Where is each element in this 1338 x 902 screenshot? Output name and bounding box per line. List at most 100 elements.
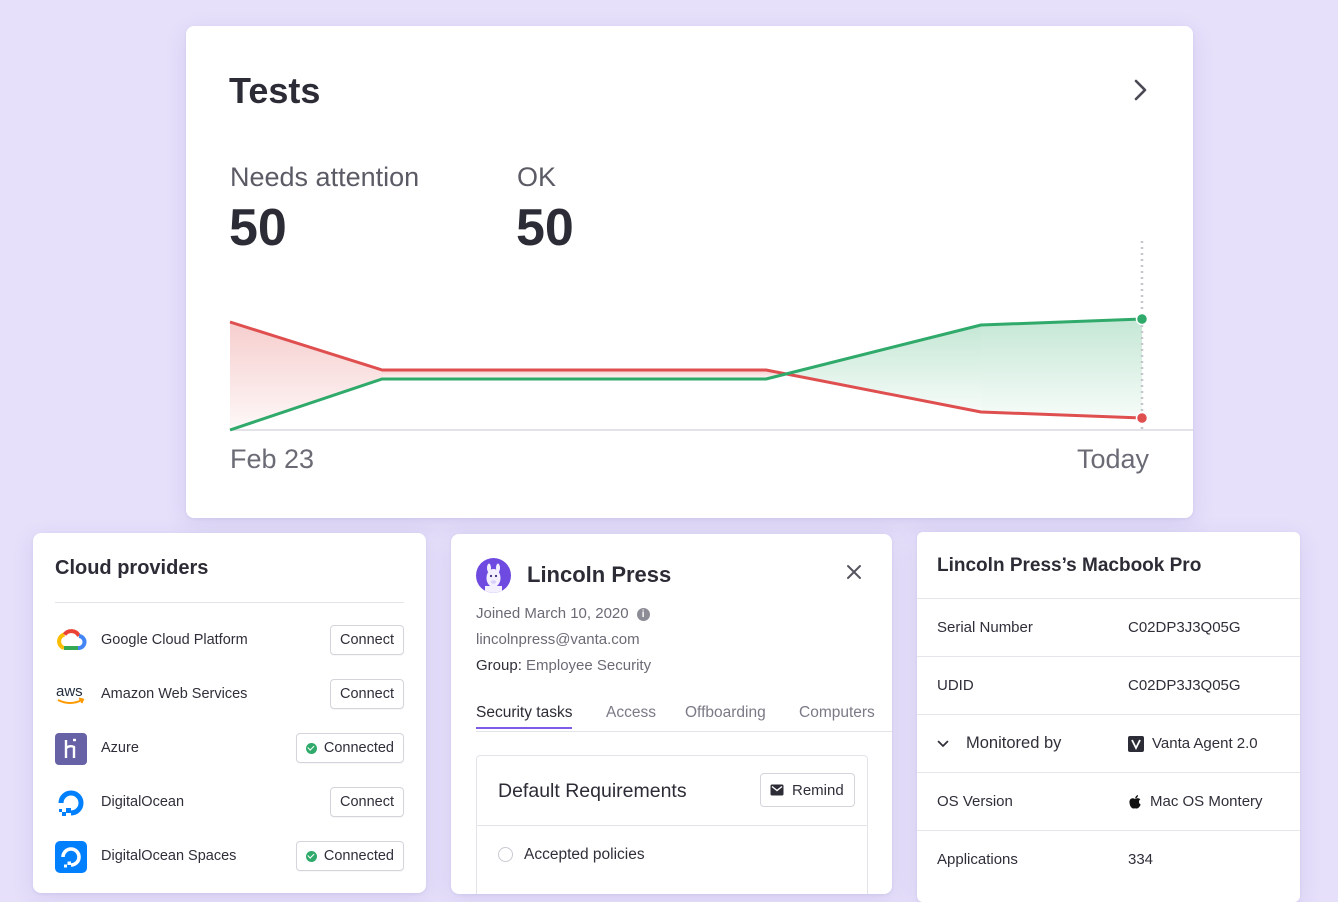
device-title: Lincoln Press’s Macbook Pro: [937, 555, 1202, 576]
close-icon[interactable]: [843, 561, 865, 583]
button-label: Connect: [339, 632, 394, 648]
connected-button-digitalocean-spaces[interactable]: Connected: [295, 841, 404, 871]
ok-value: 50: [516, 199, 574, 257]
provider-row-aws: aws Amazon Web Services Connect: [55, 677, 404, 713]
button-label: Connect: [339, 686, 394, 702]
series-line-ok: [229, 317, 1143, 432]
person-tabs: Security tasks Access Offboarding Comput…: [476, 704, 892, 732]
tests-card: Tests Needs attention 50 OK 50 Feb 23 To…: [186, 26, 1193, 518]
apple-icon: [1129, 794, 1141, 809]
provider-name: Azure: [101, 740, 139, 756]
tab-computers[interactable]: Computers: [799, 704, 875, 721]
device-row-monitored-by[interactable]: Monitored by Vanta Agent 2.0: [917, 714, 1300, 772]
digitalocean-spaces-icon: [55, 841, 87, 873]
udid-value: C02DP3J3Q05G: [1128, 677, 1241, 694]
row-value: Mac OS Montery: [1128, 793, 1263, 810]
chart-area-segment: [382, 370, 535, 379]
provider-name: DigitalOcean: [101, 794, 185, 810]
x-axis-end-label: Today: [1076, 444, 1149, 474]
button-label: Connected: [323, 740, 394, 756]
provider-row-azure: Azure Connected: [55, 731, 404, 767]
tab-offboarding[interactable]: Offboarding: [685, 704, 766, 721]
chart-area-segment: [230, 322, 382, 430]
joined-date-row: Joined March 10, 2020 i: [476, 605, 650, 622]
requirements-title: Default Requirements: [498, 780, 687, 802]
row-label: Applications: [937, 851, 1018, 868]
provider-row-digitalocean-spaces: DigitalOcean Spaces Connected: [55, 839, 404, 875]
os-version-value: Mac OS Montery: [1150, 793, 1263, 810]
row-value: Vanta Agent 2.0: [1128, 735, 1258, 752]
person-email: lincolnpress@vanta.com: [476, 631, 640, 648]
serial-number-value: C02DP3J3Q05G: [1128, 619, 1241, 636]
tab-access[interactable]: Access: [606, 704, 656, 721]
series-line-needs-attention: [229, 320, 1143, 420]
connect-button-digitalocean[interactable]: Connect: [329, 787, 404, 817]
tests-title: Tests: [229, 70, 321, 111]
requirements-panel: Default Requirements Remind Accepted pol…: [476, 755, 868, 894]
info-icon[interactable]: i: [636, 608, 650, 621]
row-label: Serial Number: [937, 619, 1033, 636]
provider-row-digitalocean: DigitalOcean Connect: [55, 785, 404, 821]
provider-name: DigitalOcean Spaces: [101, 848, 237, 864]
connect-button-aws[interactable]: Connect: [329, 679, 404, 709]
divider: [55, 602, 404, 603]
vanta-icon: [1128, 735, 1144, 752]
row-label: Monitored by: [966, 734, 1062, 752]
button-label: Connected: [323, 848, 394, 864]
device-card: Lincoln Press’s Macbook Pro Serial Numbe…: [917, 532, 1300, 902]
svg-text:aws: aws: [56, 683, 83, 700]
google-cloud-icon: [57, 629, 87, 650]
group-value: Employee Security: [526, 657, 652, 674]
remind-label: Remind: [792, 781, 844, 799]
llama-icon: [485, 563, 502, 593]
requirement-radio[interactable]: [498, 847, 513, 862]
provider-row-google-cloud: Google Cloud Platform Connect: [55, 623, 404, 659]
check-circle-icon: [305, 850, 317, 862]
row-value: C02DP3J3Q05G: [1128, 677, 1241, 694]
group-label: Group:: [476, 657, 522, 674]
monitored-by-value: Vanta Agent 2.0: [1152, 735, 1258, 752]
device-row-applications: Applications 334: [917, 830, 1300, 888]
person-card: Lincoln Press Joined March 10, 2020 i lin…: [451, 534, 892, 894]
device-row-os-version: OS Version Mac OS Montery: [917, 772, 1300, 830]
heroku-icon: [55, 733, 87, 765]
check-circle-icon: [305, 742, 317, 754]
ok-label: OK: [517, 162, 557, 192]
row-label: UDID: [937, 677, 974, 694]
tests-chart: [229, 241, 1193, 432]
chart-area-segment: [535, 370, 688, 379]
tab-security-tasks[interactable]: Security tasks: [476, 704, 573, 729]
divider: [477, 825, 867, 826]
envelope-icon: [770, 784, 784, 796]
provider-name: Google Cloud Platform: [101, 632, 248, 648]
button-label: Connect: [339, 794, 394, 810]
chart-area-segment: [688, 370, 766, 379]
device-row-udid: UDID C02DP3J3Q05G: [917, 656, 1300, 714]
cloud-providers-card: Cloud providers Google Cloud Platform Co…: [33, 533, 426, 893]
needs-attention-label: Needs attention: [230, 162, 420, 192]
provider-name: Amazon Web Services: [101, 686, 248, 702]
remind-button[interactable]: Remind: [760, 773, 855, 807]
connected-button-azure[interactable]: Connected: [295, 733, 404, 763]
chart-area-segment: [786, 325, 981, 412]
row-value: 334: [1128, 851, 1153, 868]
row-value: C02DP3J3Q05G: [1128, 619, 1241, 636]
x-axis-start-label: Feb 23: [230, 444, 315, 474]
applications-value: 334: [1128, 851, 1154, 868]
chart-area-segment: [981, 319, 1142, 418]
digitalocean-icon: [58, 790, 84, 816]
avatar: [476, 558, 511, 593]
person-name: Lincoln Press: [527, 562, 672, 587]
series-end-point-needs-attention: [1135, 411, 1149, 425]
needs-attention-value: 50: [229, 199, 287, 257]
connect-button-google-cloud[interactable]: Connect: [329, 625, 404, 655]
chevron-right-icon[interactable]: [1124, 74, 1156, 106]
chevron-down-icon[interactable]: [937, 739, 949, 749]
row-label: OS Version: [937, 793, 1013, 810]
aws-icon: aws: [56, 683, 85, 704]
group-row: Group: Employee Security: [476, 657, 651, 674]
requirement-item: Accepted policies: [524, 846, 645, 863]
joined-date: Joined March 10, 2020: [476, 605, 629, 622]
cloud-providers-title: Cloud providers: [55, 557, 209, 579]
series-end-point-ok: [1135, 312, 1149, 326]
